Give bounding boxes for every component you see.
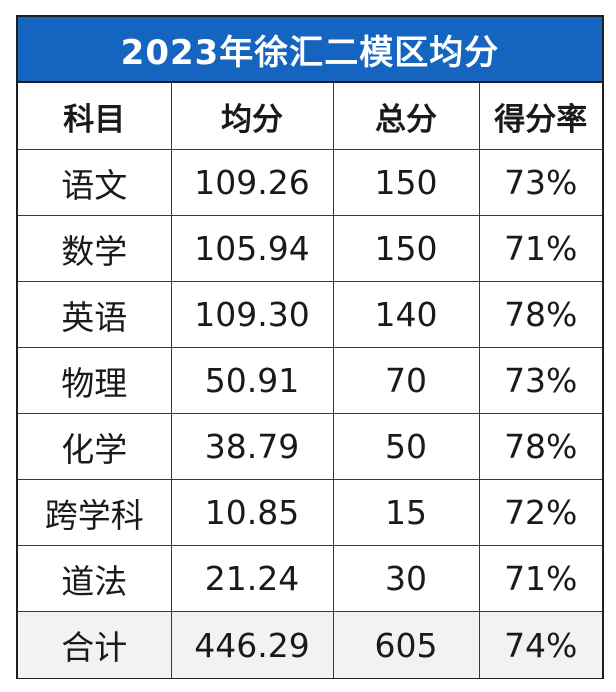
cell-subject: 语文 xyxy=(18,149,172,216)
cell-full-score: 50 xyxy=(332,413,480,480)
table-row: 语文 109.26 150 73% xyxy=(18,149,602,216)
cell-subject: 跨学科 xyxy=(18,479,172,546)
table-row: 英语 109.30 140 78% xyxy=(18,281,602,348)
cell-full-score: 140 xyxy=(332,281,480,348)
table-title: 2023年徐汇二模区均分 xyxy=(18,17,602,83)
cell-score-rate: 71% xyxy=(478,215,602,282)
cell-average: 10.85 xyxy=(170,479,334,546)
cell-full-score: 150 xyxy=(332,215,480,282)
cell-average: 109.26 xyxy=(170,149,334,216)
table-row: 化学 38.79 50 78% xyxy=(18,413,602,480)
cell-score-rate: 78% xyxy=(478,281,602,348)
cell-average: 21.24 xyxy=(170,545,334,612)
table-row: 跨学科 10.85 15 72% xyxy=(18,479,602,546)
cell-subject: 英语 xyxy=(18,281,172,348)
header-score-rate: 得分率 xyxy=(478,83,602,150)
cell-subject: 道法 xyxy=(18,545,172,612)
cell-score-rate: 71% xyxy=(478,545,602,612)
cell-score-rate: 78% xyxy=(478,413,602,480)
total-score-rate: 74% xyxy=(478,611,602,678)
cell-full-score: 70 xyxy=(332,347,480,414)
header-row: 科目 均分 总分 得分率 xyxy=(18,83,602,150)
cell-full-score: 150 xyxy=(332,149,480,216)
cell-average: 50.91 xyxy=(170,347,334,414)
score-table: 科目 均分 总分 得分率 语文 109.26 150 73% 数学 105.94… xyxy=(18,83,602,678)
header-full-score: 总分 xyxy=(332,83,480,150)
table-row: 数学 105.94 150 71% xyxy=(18,215,602,282)
cell-score-rate: 73% xyxy=(478,149,602,216)
header-average: 均分 xyxy=(170,83,334,150)
total-row: 合计 446.29 605 74% xyxy=(18,611,602,678)
header-subject: 科目 xyxy=(18,83,172,150)
total-average: 446.29 xyxy=(170,611,334,678)
total-label: 合计 xyxy=(18,611,172,678)
table-row: 道法 21.24 30 71% xyxy=(18,545,602,612)
cell-score-rate: 72% xyxy=(478,479,602,546)
cell-average: 38.79 xyxy=(170,413,334,480)
table-row: 物理 50.91 70 73% xyxy=(18,347,602,414)
cell-average: 109.30 xyxy=(170,281,334,348)
cell-full-score: 30 xyxy=(332,545,480,612)
score-table-card: 2023年徐汇二模区均分 科目 均分 总分 得分率 语文 109.26 150 … xyxy=(16,15,604,679)
cell-score-rate: 73% xyxy=(478,347,602,414)
cell-subject: 数学 xyxy=(18,215,172,282)
cell-subject: 化学 xyxy=(18,413,172,480)
total-full-score: 605 xyxy=(332,611,480,678)
cell-full-score: 15 xyxy=(332,479,480,546)
cell-subject: 物理 xyxy=(18,347,172,414)
cell-average: 105.94 xyxy=(170,215,334,282)
